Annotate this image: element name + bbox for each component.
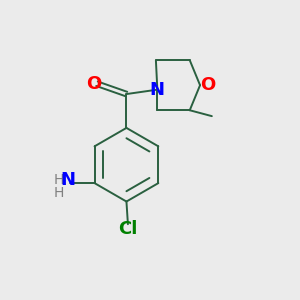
Text: O: O: [200, 76, 215, 94]
Text: Cl: Cl: [118, 220, 138, 238]
Text: H: H: [54, 186, 64, 200]
Text: H: H: [54, 172, 64, 187]
Text: N: N: [61, 171, 76, 189]
Text: O: O: [86, 75, 101, 93]
Text: N: N: [150, 81, 165, 99]
